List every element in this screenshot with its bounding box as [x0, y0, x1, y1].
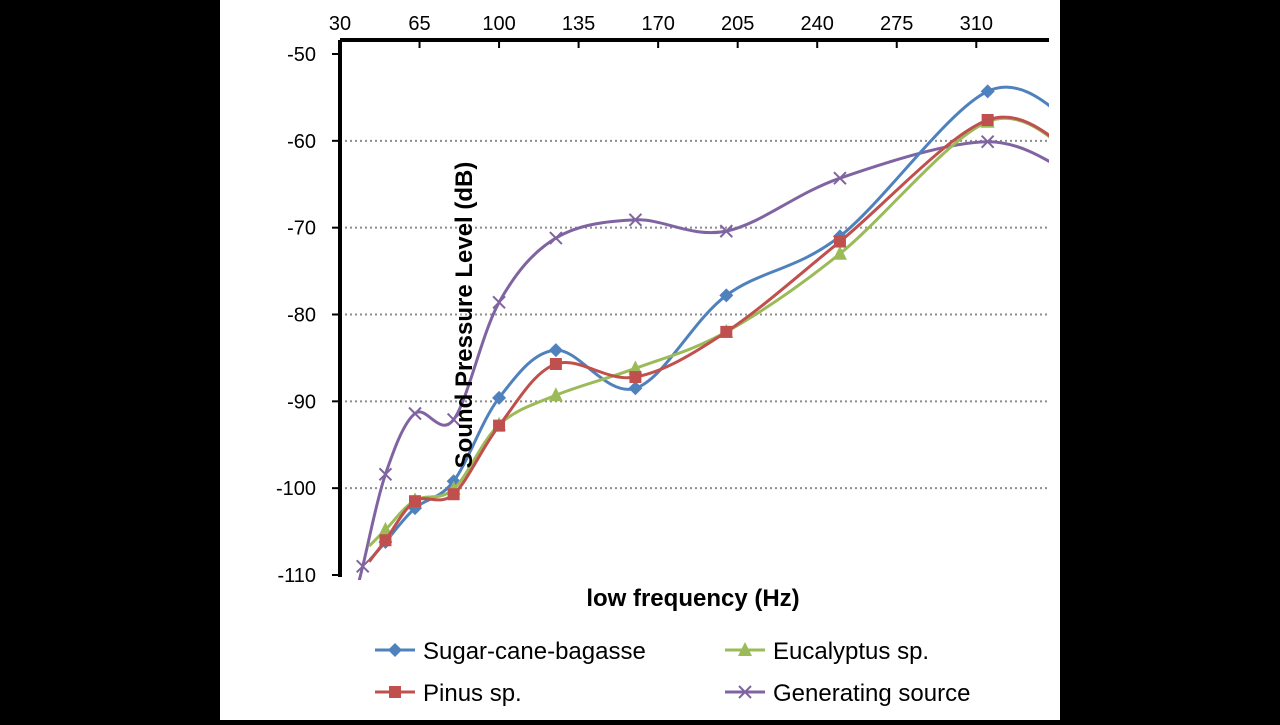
legend-marker: [389, 686, 401, 698]
data-point: [980, 134, 995, 149]
x-tick-label: 135: [562, 13, 595, 35]
legend-label: Generating source: [773, 680, 970, 707]
data-point: [446, 412, 461, 427]
y-tick-label: -60: [287, 131, 316, 153]
data-point: [378, 521, 393, 536]
data-point: [493, 419, 506, 432]
data-point: [378, 467, 393, 481]
series-generating-source: [356, 134, 1049, 580]
data-point: [549, 231, 563, 245]
data-point: [492, 390, 507, 405]
x-tick-label: 275: [880, 13, 913, 35]
x-tick-label: 65: [408, 13, 430, 35]
data-point: [719, 288, 734, 303]
legend-label: Sugar-cane-bagasse: [423, 638, 646, 665]
x-tick-label: 100: [482, 13, 515, 35]
legend-marker: [738, 642, 752, 656]
legend-item: Generating source: [725, 680, 970, 707]
data-point: [447, 488, 460, 501]
data-point: [980, 84, 995, 99]
axes: [332, 38, 1049, 577]
y-tick-label: -110: [277, 565, 316, 587]
data-point: [408, 495, 421, 508]
data-point: [629, 371, 642, 384]
legend-label: Pinus sp.: [423, 680, 522, 707]
series-group: [356, 84, 1049, 580]
x-tick-label: 30: [329, 13, 351, 35]
data-point: [833, 171, 847, 185]
legend-item: Sugar-cane-bagasse: [375, 638, 646, 665]
x-axis-title: low frequency (Hz): [586, 585, 799, 612]
y-tick-label: -70: [287, 218, 316, 240]
y-tick-label: -80: [287, 305, 316, 327]
data-point: [720, 325, 733, 338]
data-point: [408, 406, 422, 421]
data-point: [379, 534, 392, 547]
y-axis-title: Sound Pressure Level (dB): [451, 162, 478, 469]
data-point: [628, 381, 643, 396]
tick-labels: -50 -60 -70 -80 -90 -100 -110 30 65 100 135 170 205 2…: [276, 13, 993, 587]
data-point: [719, 224, 734, 238]
x-tick-label: 205: [721, 13, 754, 35]
y-tick-label: -90: [287, 391, 316, 413]
chart-panel: -50 -60 -70 -80 -90 -100 -110 30 65 100 135 170 205 2…: [220, 0, 1060, 720]
data-point: [981, 113, 994, 126]
chart: -50 -60 -70 -80 -90 -100 -110 30 65 100 135 170 205 2…: [276, 13, 1049, 707]
data-point: [548, 343, 563, 358]
legend-label: Eucalyptus sp.: [773, 638, 929, 665]
data-point: [356, 559, 370, 574]
y-tick-label: -100: [276, 478, 316, 500]
data-point: [492, 295, 506, 310]
series-pinus-sp: [368, 113, 1049, 563]
x-tick-label: 310: [960, 13, 993, 35]
legend: Sugar-cane-bagasse Eucalyptus sp. Pinus sp…: [375, 638, 970, 707]
data-point: [628, 360, 643, 375]
x-tick-label: 170: [641, 13, 674, 35]
legend-marker: [388, 643, 402, 657]
legend-item: Pinus sp.: [375, 680, 522, 707]
gridlines: [340, 139, 1049, 490]
legend-item: Eucalyptus sp.: [725, 638, 929, 665]
data-point: [628, 213, 643, 227]
legend-marker: [738, 685, 752, 699]
data-point: [548, 387, 563, 402]
data-point: [549, 357, 562, 370]
data-point: [832, 245, 847, 260]
x-tick-label: 240: [801, 13, 834, 35]
y-tick-label: -50: [287, 44, 316, 66]
data-point: [833, 235, 846, 248]
